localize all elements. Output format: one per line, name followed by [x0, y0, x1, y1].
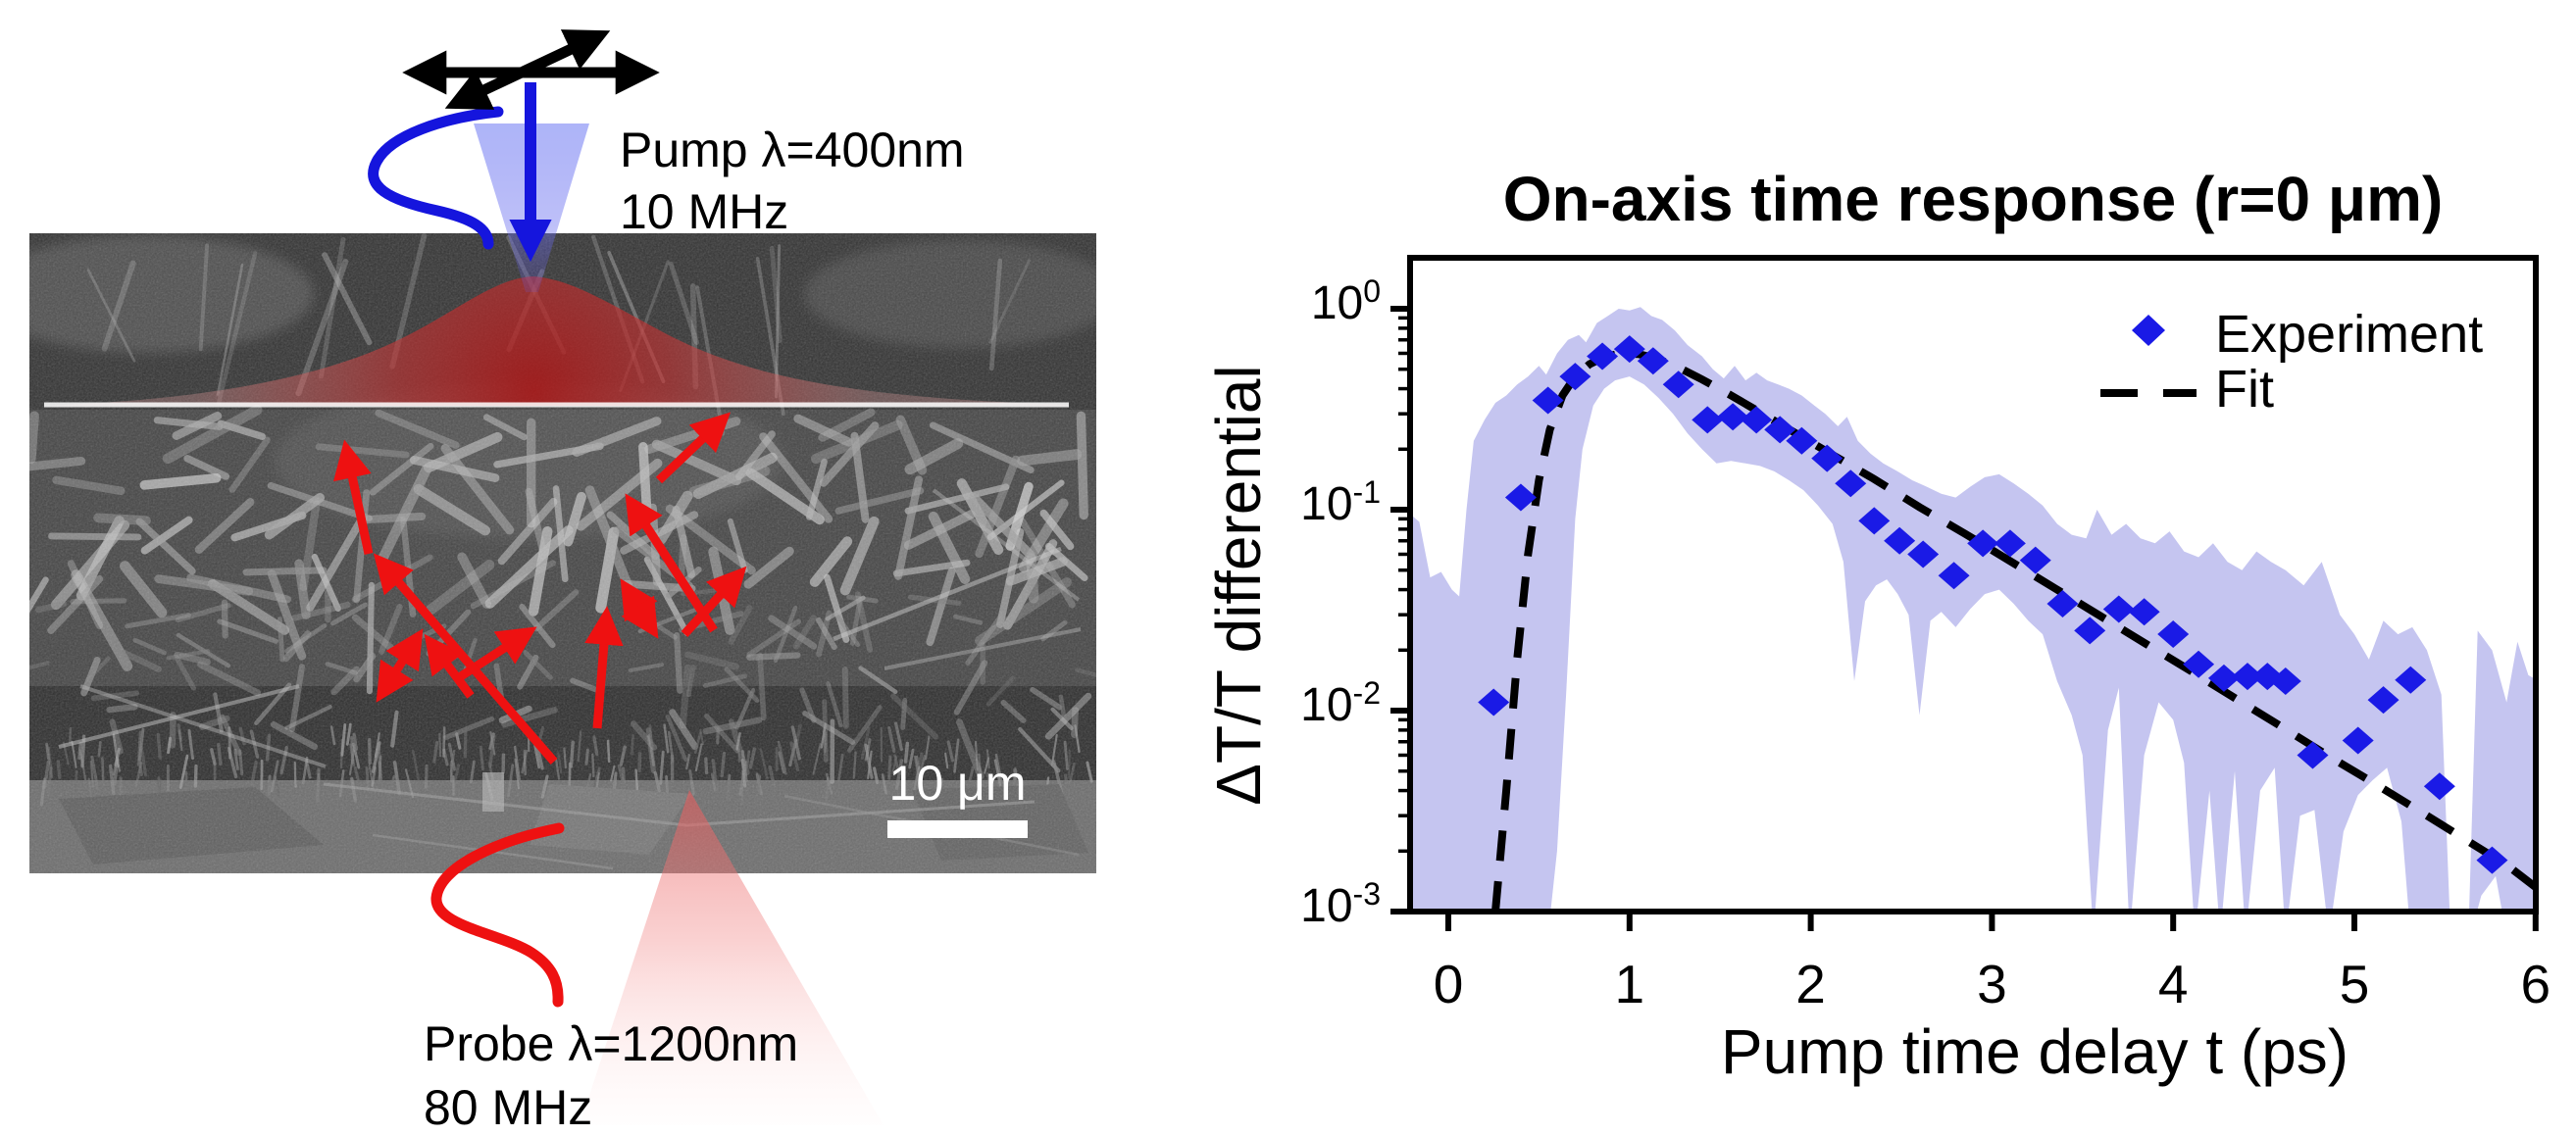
- y-tick-label: 10-3: [1253, 876, 1381, 933]
- legend-marker-experiment: [2132, 315, 2165, 346]
- y-tick-label: 10-1: [1253, 474, 1381, 531]
- x-tick-label: 1: [1591, 953, 1669, 1015]
- x-axis-label: Pump time delay t (ps): [1510, 1015, 2559, 1088]
- x-tick-label: 2: [1772, 953, 1850, 1015]
- x-tick-label: 0: [1409, 953, 1488, 1015]
- x-tick-label: 6: [2497, 953, 2575, 1015]
- legend-label-fit: Fit: [2215, 359, 2274, 420]
- x-tick-label: 5: [2315, 953, 2394, 1015]
- x-tick-label: 3: [1952, 953, 2031, 1015]
- chart-title: On-axis time response (r=0 μm): [1410, 163, 2536, 235]
- legend-label-experiment: Experiment: [2215, 304, 2483, 365]
- y-tick-label: 10-2: [1253, 675, 1381, 732]
- y-tick-label: 100: [1253, 273, 1381, 330]
- confidence-band: [1410, 307, 2539, 936]
- x-tick-label: 4: [2134, 953, 2212, 1015]
